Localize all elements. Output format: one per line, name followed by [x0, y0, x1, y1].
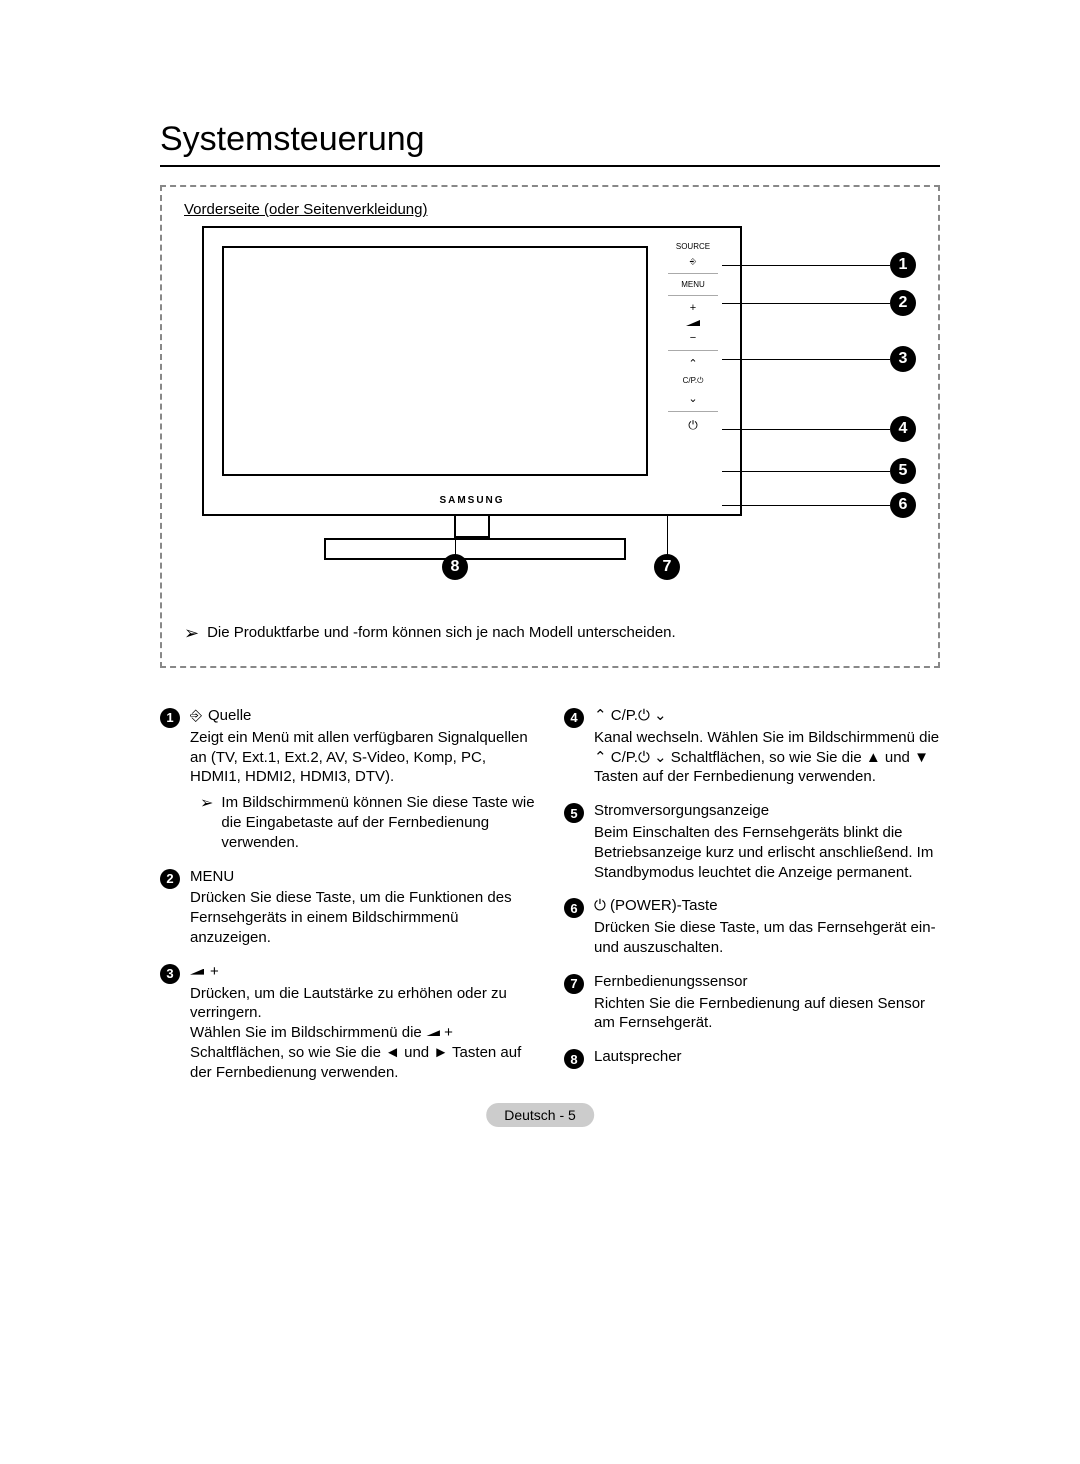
callout-4: 4	[890, 416, 916, 442]
item-title: MENU	[190, 867, 234, 887]
description-columns: 1 ⎆ Quelle Zeigt ein Menü mit allen verf…	[160, 706, 940, 1097]
callout-5: 5	[890, 458, 916, 484]
item-num: 8	[564, 1049, 584, 1069]
diagram-note: ➢ Die Produktfarbe und -form können sich…	[184, 624, 916, 642]
callout-lead	[722, 303, 890, 304]
callout-lead	[722, 265, 890, 266]
item-title: Fernbedienungssensor	[594, 972, 747, 992]
page-footer: Deutsch - 5	[486, 1103, 594, 1127]
title-rule	[160, 165, 940, 167]
item-2: 2 MENU Drücken Sie diese Taste, um die F…	[160, 867, 536, 948]
item-6: 6 ⏻ (POWER)-Taste Drücken Sie diese Tast…	[564, 896, 940, 957]
diagram-container: Vorderseite (oder Seitenverkleidung) SAM…	[160, 185, 940, 668]
callout-lead	[455, 532, 456, 556]
panel-menu: MENU	[681, 280, 705, 289]
panel-plus: +	[690, 302, 696, 314]
item-1: 1 ⎆ Quelle Zeigt ein Menü mit allen verf…	[160, 706, 536, 853]
callout-lead	[722, 471, 890, 472]
note-arrow-icon: ➢	[200, 793, 213, 852]
item-title: Quelle	[208, 706, 251, 726]
volume-icon	[190, 969, 204, 975]
panel-down: ⌄	[688, 392, 697, 405]
callout-8: 8	[442, 554, 468, 580]
item-num: 1	[160, 708, 180, 728]
item-8: 8 Lautsprecher	[564, 1047, 940, 1069]
callout-3: 3	[890, 346, 916, 372]
item-body: Richten Sie die Fernbedienung auf diesen…	[594, 994, 940, 1034]
side-panel: SOURCE ⎆ MENU + − ⌃ C/P.⏻ ⌄ ⏻	[658, 242, 728, 500]
item-title: Stromversorgungsanzeige	[594, 801, 769, 821]
item-subnote: Im Bildschirmmenü können Sie diese Taste…	[221, 793, 536, 852]
item-title-sym: ⌃ C/P.⏻ ⌄	[594, 706, 667, 726]
callout-lead	[722, 505, 890, 506]
page-title: Systemsteuerung	[160, 120, 940, 159]
item-num: 6	[564, 898, 584, 918]
note-text: Die Produktfarbe und -form können sich j…	[207, 624, 676, 641]
volume-icon	[686, 320, 700, 326]
item-body: Kanal wechseln. Wählen Sie im Bildschirm…	[594, 728, 940, 787]
diagram-subhead: Vorderseite (oder Seitenverkleidung)	[184, 201, 916, 218]
item-body: Drücken, um die Lautstärke zu erhöhen od…	[190, 984, 536, 1024]
panel-power: ⏻	[688, 418, 698, 433]
item-body: Beim Einschalten des Fernsehgeräts blink…	[594, 823, 940, 882]
item-body: Zeigt ein Menü mit allen verfügbaren Sig…	[190, 728, 536, 787]
item-body: Drücken Sie diese Taste, um die Funktion…	[190, 888, 536, 947]
note-arrow-icon: ➢	[184, 624, 199, 642]
panel-up: ⌃	[688, 357, 697, 370]
callout-lead	[667, 514, 668, 556]
stand-neck	[454, 516, 490, 538]
callout-6: 6	[890, 492, 916, 518]
item-num: 5	[564, 803, 584, 823]
item-body2: Wählen Sie im Bildschirmmenü die + Schal…	[190, 1023, 536, 1082]
panel-source: SOURCE	[676, 242, 710, 251]
callout-1: 1	[890, 252, 916, 278]
item-4: 4 ⌃ C/P.⏻ ⌄ Kanal wechseln. Wählen Sie i…	[564, 706, 940, 787]
tv-screen	[222, 246, 648, 476]
volume-icon	[426, 1030, 440, 1036]
panel-cp: C/P.⏻	[683, 376, 704, 386]
item-title-sym: ⏻ (POWER)-Taste	[594, 896, 718, 916]
source-enter-icon: ⎆	[190, 706, 202, 726]
callout-2: 2	[890, 290, 916, 316]
item-num: 4	[564, 708, 584, 728]
left-column: 1 ⎆ Quelle Zeigt ein Menü mit allen verf…	[160, 706, 536, 1097]
item-title: Lautsprecher	[594, 1047, 682, 1067]
callout-lead	[722, 359, 890, 360]
plus-icon: +	[210, 962, 219, 982]
item-body: Drücken Sie diese Taste, um das Fernsehg…	[594, 918, 940, 958]
item-5: 5 Stromversorgungsanzeige Beim Einschalt…	[564, 801, 940, 882]
item-3: 3 + Drücken, um die Lautstärke zu erhöhe…	[160, 962, 536, 1083]
callout-7: 7	[654, 554, 680, 580]
item-7: 7 Fernbedienungssensor Richten Sie die F…	[564, 972, 940, 1033]
item-num: 7	[564, 974, 584, 994]
callout-lead	[722, 429, 890, 430]
tv-body: SAMSUNG SOURCE ⎆ MENU + − ⌃ C/P.⏻ ⌄ ⏻	[202, 226, 742, 516]
item-num: 3	[160, 964, 180, 984]
item-num: 2	[160, 869, 180, 889]
stand-base	[324, 538, 626, 560]
panel-minus: −	[690, 332, 696, 344]
tv-diagram: SAMSUNG SOURCE ⎆ MENU + − ⌃ C/P.⏻ ⌄ ⏻	[184, 226, 916, 606]
right-column: 4 ⌃ C/P.⏻ ⌄ Kanal wechseln. Wählen Sie i…	[564, 706, 940, 1097]
